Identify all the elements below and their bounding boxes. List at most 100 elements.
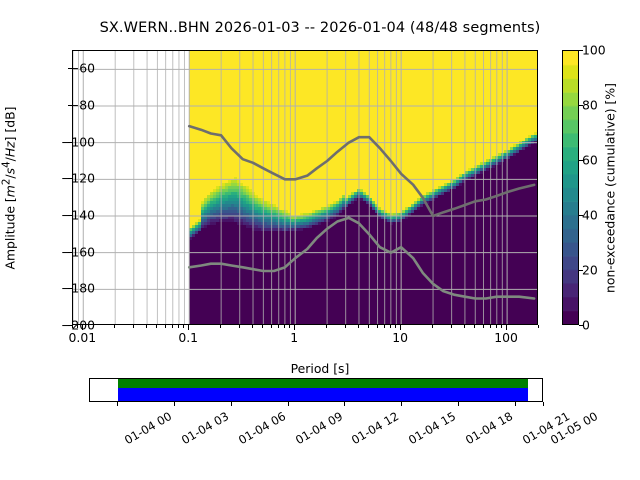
x-tick-label: 10 — [392, 330, 408, 345]
y-tick-mark — [68, 251, 72, 253]
coverage-tick-label: 01-04 03 — [179, 409, 232, 448]
colorbar-tick-label: 40 — [582, 207, 598, 223]
colorbar-tick-label: 20 — [582, 262, 598, 278]
coverage-tick-mark — [117, 402, 119, 406]
coverage-tick-label: 01-04 09 — [292, 409, 345, 448]
x-tick-mark — [400, 325, 402, 330]
colorbar-tick-mark — [579, 270, 583, 272]
x-tick-mark — [376, 325, 378, 328]
x-tick-mark — [326, 325, 328, 328]
y-tick-label: −180 — [60, 280, 95, 296]
y-tick-mark — [68, 288, 72, 290]
x-tick-mark — [132, 325, 134, 328]
x-tick-label: 0.01 — [68, 330, 97, 345]
y-tick-label: −120 — [60, 170, 95, 186]
coverage-tick-label: 01-04 15 — [406, 409, 459, 448]
y-tick-label: −140 — [60, 207, 95, 223]
y-tick-mark — [68, 141, 72, 143]
x-tick-mark — [252, 325, 254, 328]
x-tick-mark — [270, 325, 272, 328]
x-tick-mark — [183, 325, 185, 328]
y-axis-label-container: Amplitude [m2/s4/Hz] [dB] — [0, 50, 20, 325]
coverage-bar-blue — [118, 388, 529, 401]
colorbar-tick-label: 0 — [582, 317, 590, 333]
colorbar-tick-mark — [579, 105, 583, 107]
y-tick-mark — [68, 325, 72, 327]
coverage-tick-mark — [287, 402, 289, 406]
colorbar-tick-label: 80 — [582, 97, 598, 113]
x-tick-mark — [506, 325, 508, 330]
x-tick-mark — [538, 325, 540, 328]
x-axis-label: Period [s] — [290, 361, 350, 376]
x-tick-mark — [262, 325, 264, 328]
x-tick-label: 0.1 — [178, 330, 199, 345]
colorbar-tick-mark — [579, 215, 583, 217]
x-tick-mark — [72, 325, 74, 328]
coverage-tick-mark — [543, 402, 545, 406]
y-tick-mark — [68, 68, 72, 70]
x-tick-mark — [114, 325, 116, 328]
y-tick-label: −160 — [60, 244, 95, 260]
x-tick-mark — [463, 325, 465, 328]
x-tick-mark — [283, 325, 285, 328]
x-tick-mark — [489, 325, 491, 328]
coverage-axes[interactable] — [89, 378, 543, 402]
x-tick-mark — [178, 325, 180, 328]
x-tick-mark — [156, 325, 158, 328]
x-tick-mark — [395, 325, 397, 328]
x-tick-mark — [344, 325, 346, 328]
y-tick-mark — [68, 105, 72, 107]
x-tick-mark — [501, 325, 503, 328]
colorbar-tick-mark — [579, 325, 583, 327]
x-tick-mark — [450, 325, 452, 328]
x-tick-mark — [146, 325, 148, 328]
x-tick-mark — [368, 325, 370, 328]
x-tick-mark — [164, 325, 166, 328]
coverage-tick-mark — [514, 402, 516, 406]
colorbar-tick-mark — [579, 160, 583, 162]
coverage-tick-mark — [344, 402, 346, 406]
x-tick-mark — [383, 325, 385, 328]
colorbar-label: non-exceedance (cumulative) [%] — [602, 82, 618, 293]
x-tick-label: 100 — [494, 330, 518, 345]
x-tick-mark — [358, 325, 360, 328]
coverage-tick-label: 01-04 00 — [122, 409, 175, 448]
coverage-tick-label: 01-04 18 — [462, 409, 516, 448]
x-tick-mark — [238, 325, 240, 328]
colorbar-tick-mark — [579, 50, 583, 52]
coverage-tick-label: 01-04 06 — [235, 409, 289, 448]
x-tick-mark — [482, 325, 484, 328]
x-tick-mark — [77, 325, 79, 328]
coverage-tick-mark — [401, 402, 403, 406]
colorbar-label-container: non-exceedance (cumulative) [%] — [600, 50, 620, 325]
x-tick-mark — [289, 325, 291, 328]
y-tick-mark — [68, 215, 72, 217]
y-tick-mark — [68, 178, 72, 180]
coverage-tick-label: 01-04 12 — [349, 409, 402, 448]
x-tick-mark — [474, 325, 476, 328]
y-tick-label: −80 — [68, 97, 95, 113]
coverage-tick-mark — [174, 402, 176, 406]
y-tick-label: −60 — [68, 60, 95, 76]
coverage-bar-green — [118, 379, 529, 388]
y-tick-label: −100 — [60, 134, 95, 150]
x-tick-mark — [294, 325, 296, 330]
colorbar-tick-label: 60 — [582, 152, 598, 168]
main-plot-axes[interactable] — [72, 50, 538, 325]
colorbar-gradient — [563, 51, 578, 324]
x-tick-mark — [188, 325, 190, 330]
x-tick-mark — [82, 325, 84, 330]
y-axis-label: Amplitude [m2/s4/Hz] [dB] — [0, 106, 18, 269]
plot-overlay — [73, 51, 537, 324]
coverage-tick-mark — [230, 402, 232, 406]
x-tick-mark — [389, 325, 391, 328]
x-tick-mark — [220, 325, 222, 328]
x-tick-mark — [432, 325, 434, 328]
x-tick-mark — [495, 325, 497, 328]
colorbar-tick-label: 100 — [582, 42, 606, 58]
colorbar[interactable] — [562, 50, 579, 325]
x-tick-label: 1 — [290, 330, 299, 345]
coverage-tick-mark — [457, 402, 459, 406]
ppsd-histogram — [73, 51, 537, 324]
